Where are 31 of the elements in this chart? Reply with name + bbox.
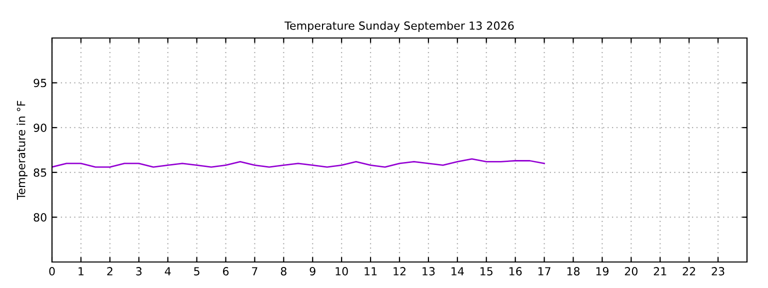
x-tick-label: 13 bbox=[422, 267, 435, 276]
x-tick-label: 5 bbox=[194, 267, 200, 276]
chart-title: Temperature Sunday September 13 2026 bbox=[284, 21, 514, 32]
x-tick-label: 9 bbox=[310, 267, 316, 276]
y-tick-label: 85 bbox=[34, 168, 46, 177]
x-tick-label: 16 bbox=[509, 267, 522, 276]
x-tick-label: 1 bbox=[78, 267, 84, 276]
x-tick-label: 12 bbox=[394, 267, 406, 276]
x-tick-label: 20 bbox=[624, 267, 638, 276]
x-tick-label: 19 bbox=[596, 267, 608, 276]
x-tick-label: 0 bbox=[49, 267, 55, 276]
y-tick-label: 90 bbox=[34, 124, 46, 132]
x-tick-label: 18 bbox=[567, 267, 580, 276]
x-tick-label: 8 bbox=[280, 267, 286, 276]
y-tick-label: 95 bbox=[34, 78, 46, 88]
x-tick-label: 3 bbox=[136, 267, 142, 276]
x-tick-label: 15 bbox=[480, 267, 492, 276]
x-tick-label: 17 bbox=[538, 267, 550, 276]
y-tick-label: 80 bbox=[34, 213, 46, 222]
line-series bbox=[52, 158, 545, 168]
x-tick-label: 21 bbox=[654, 267, 666, 276]
x-tick-label: 4 bbox=[164, 267, 171, 276]
y-axis-title: Temperature in °F bbox=[16, 100, 28, 200]
x-tick-label: 11 bbox=[364, 267, 377, 276]
x-tick-label: 10 bbox=[336, 267, 348, 276]
x-tick-label: 14 bbox=[452, 267, 464, 276]
x-tick-label: 2 bbox=[107, 267, 112, 276]
x-tick-label: 22 bbox=[682, 267, 696, 276]
x-tick-label: 6 bbox=[222, 267, 229, 276]
x-tick-label: 23 bbox=[712, 267, 724, 276]
x-tick-label: 7 bbox=[252, 267, 258, 276]
